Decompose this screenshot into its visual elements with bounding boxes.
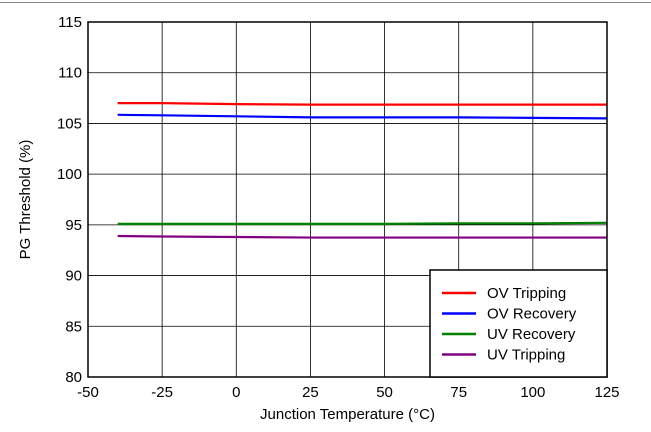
legend-label: UV Recovery <box>487 326 576 343</box>
y-tick-label: 85 <box>65 318 82 335</box>
y-tick-label: 90 <box>65 268 82 285</box>
y-tick-label: 115 <box>58 14 82 31</box>
x-tick-label: -25 <box>151 384 173 401</box>
y-tick-labels: 80 85 90 95 100 105 110 115 <box>57 14 82 386</box>
series-line-uv-recovery <box>117 221 608 225</box>
series-line-ov-recovery <box>117 113 608 120</box>
legend-label: OV Tripping <box>487 285 566 302</box>
x-tick-label: 125 <box>594 384 619 401</box>
legend-box <box>429 269 608 378</box>
legend: OV Tripping OV Recovery UV Recovery UV Trip… <box>429 269 608 378</box>
x-tick-label: 100 <box>520 384 545 401</box>
plot-frame <box>87 21 608 378</box>
legend-label: OV Recovery <box>487 306 577 323</box>
y-tick-label: 105 <box>57 115 82 132</box>
x-tick-label: 25 <box>302 384 319 401</box>
x-tick-labels: -50 -25 0 25 50 75 100 125 <box>77 384 619 401</box>
x-tick-label: 0 <box>232 384 240 401</box>
series-line-ov-tripping <box>117 102 607 106</box>
series-line-uv-tripping <box>117 234 607 239</box>
x-axis-label: Junction Temperature (°C) <box>260 406 435 423</box>
x-tick-label: 75 <box>450 384 467 401</box>
y-tick-label: 110 <box>58 65 82 82</box>
y-tick-label: 95 <box>65 217 82 234</box>
legend-label: UV Tripping <box>487 347 565 364</box>
y-tick-label: 80 <box>65 369 82 386</box>
series-lines <box>117 102 608 239</box>
top-border-line <box>0 2 651 3</box>
x-tick-label: 50 <box>376 384 393 401</box>
y-axis-label: PG Threshold (%) <box>17 140 34 260</box>
x-tick-label: -50 <box>77 384 99 401</box>
y-tick-label: 100 <box>57 166 82 183</box>
